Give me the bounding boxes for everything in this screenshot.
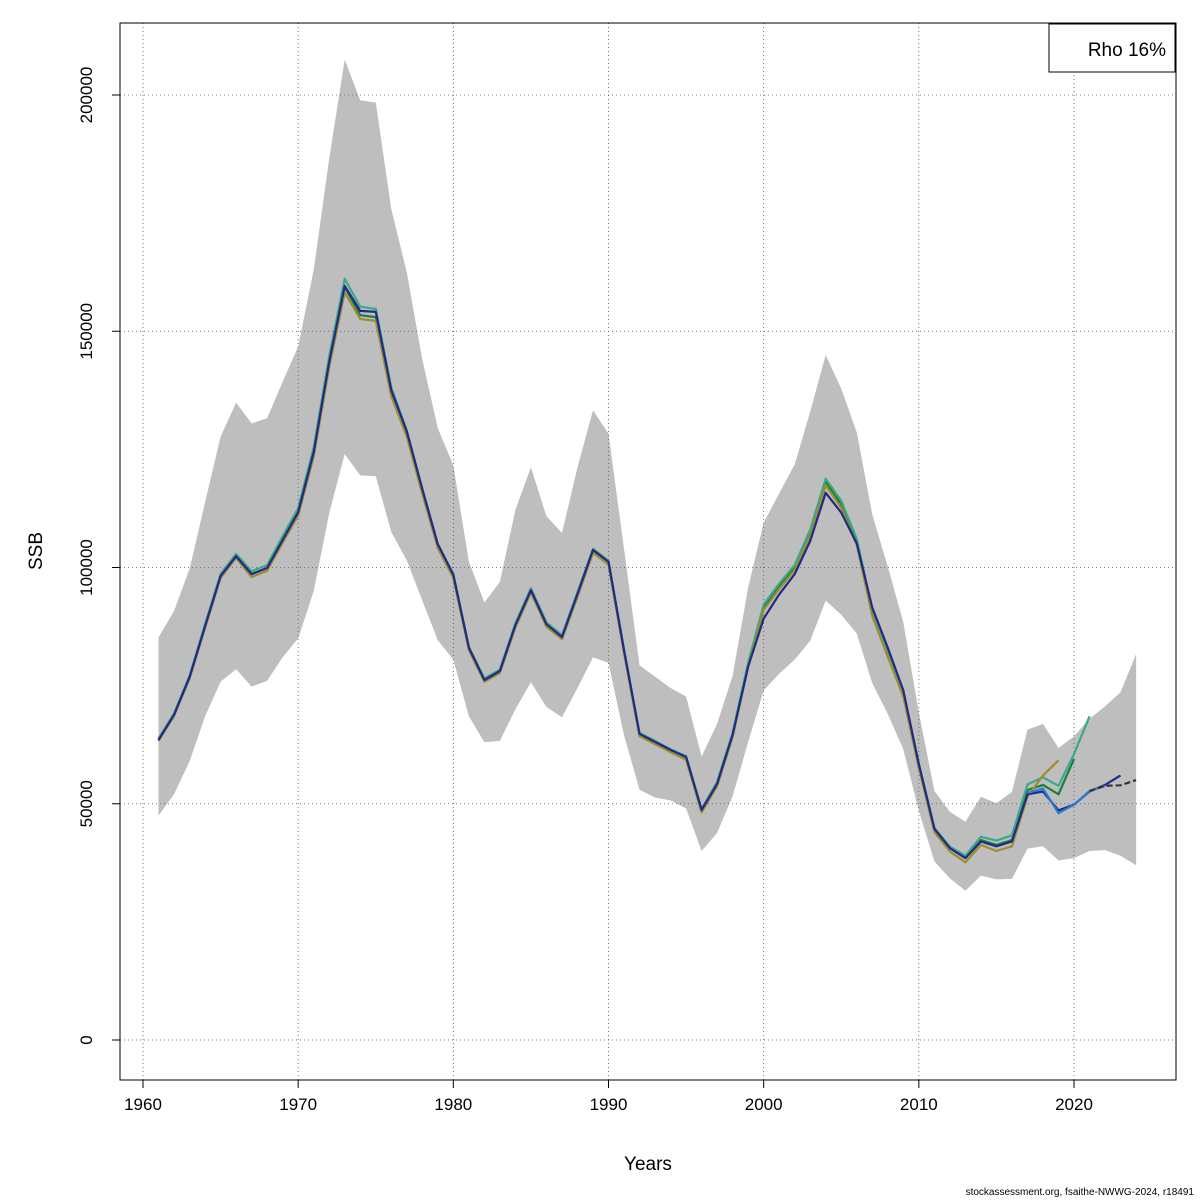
x-tick-label: 1980 (434, 1095, 472, 1114)
x-axis: 1960 1970 1980 1990 2000 2010 2020 (124, 1079, 1093, 1114)
series-line-5 (1089, 779, 1137, 793)
y-tick-label: 200000 (77, 67, 96, 124)
y-axis: 0 50000 100000 150000 200000 (77, 67, 121, 1045)
series-layer (157, 277, 1137, 864)
x-tick-label: 2010 (900, 1095, 938, 1114)
y-tick-label: 150000 (77, 303, 96, 360)
footer-credit: stockassessment.org, fsaithe-NWWG-2024, … (965, 1187, 1194, 1198)
x-axis-title: Years (624, 1154, 672, 1175)
x-tick-label: 1970 (279, 1095, 317, 1114)
x-tick-label: 1960 (124, 1095, 162, 1114)
grid-layer (120, 23, 1176, 1080)
legend: Rho 16% (1048, 23, 1176, 73)
x-tick-label: 2000 (745, 1095, 783, 1114)
x-tick-label: 2020 (1055, 1095, 1093, 1114)
y-axis-title: SSB (26, 532, 47, 570)
y-tick-label: 50000 (77, 780, 96, 827)
legend-entry: Rho 16% (1088, 40, 1166, 61)
x-tick-label: 1990 (590, 1095, 628, 1114)
confidence-band-layer (158, 59, 1137, 891)
confidence-band (158, 59, 1137, 891)
legend-box (1048, 23, 1176, 73)
y-tick-label: 0 (77, 1035, 96, 1044)
y-tick-label: 100000 (77, 539, 96, 596)
series-line-3 (157, 284, 1122, 860)
